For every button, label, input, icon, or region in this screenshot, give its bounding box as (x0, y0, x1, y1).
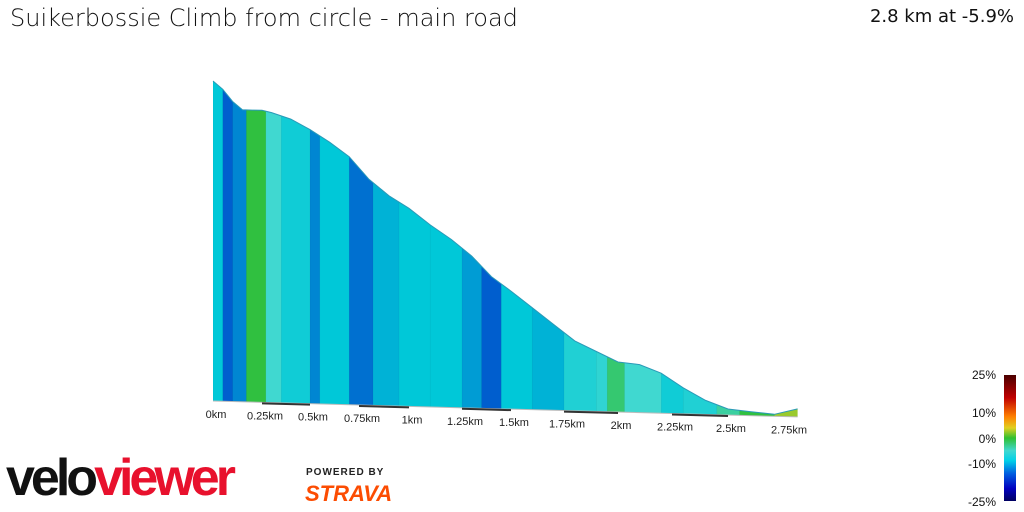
gradient-segment (531, 81, 565, 417)
gradient-segment (309, 81, 321, 417)
gradient-segment (222, 81, 234, 417)
x-tick-label: 0.75km (344, 413, 380, 425)
legend-label-25: 25% (971, 368, 996, 382)
gradient-segment (246, 81, 267, 417)
x-tick-label: 2km (611, 420, 632, 432)
gradient-segment (461, 81, 483, 417)
x-tick-label: 2.75km (771, 425, 807, 437)
x-tick-label: 2.25km (657, 422, 693, 434)
legend-label-minus25: -25% (967, 495, 996, 509)
gradient-segment (280, 81, 311, 417)
gradient-segment (372, 81, 400, 417)
axis-band (563, 410, 619, 415)
gradient-segment (563, 81, 598, 417)
x-tick-label: 1.25km (447, 416, 483, 428)
segment-summary: 2.8 km at -5.9% (869, 6, 1014, 27)
profile-outline (212, 80, 798, 415)
gradient-segment (774, 81, 798, 417)
gradient-segment (500, 81, 533, 417)
segment-title: Suikerbossie Climb from circle - main ro… (10, 4, 518, 32)
x-tick-label: 0.5km (298, 412, 328, 424)
gradient-segment (716, 81, 741, 417)
gradient-segment (319, 81, 350, 417)
gradient-segment (739, 81, 776, 417)
gradient-segment (596, 81, 608, 417)
axis-band (461, 407, 512, 412)
axis-band (261, 402, 311, 406)
gradient-segment (348, 81, 374, 417)
x-tick-label: 1.5km (499, 417, 529, 429)
legend-label-10: 10% (971, 406, 996, 420)
x-tick-label: 0km (206, 409, 227, 421)
x-tick-label: 1km (402, 414, 423, 426)
axis-band (358, 404, 410, 409)
gradient-segment (213, 81, 224, 417)
x-tick-label: 1.75km (549, 419, 585, 431)
gradient-segment (481, 81, 502, 417)
gradient-segment (398, 81, 431, 417)
powered-by-text: POWERED BY (306, 467, 385, 478)
axis-band (671, 413, 729, 418)
gradient-segment (624, 81, 662, 417)
legend-label-0: 0% (978, 432, 996, 446)
x-tick-label: 0.25km (247, 410, 283, 422)
gradient-color-scale (1004, 375, 1016, 501)
strava-logo: STRAVA (305, 481, 393, 506)
gradient-segment (232, 81, 248, 417)
gradient-segment (606, 81, 626, 417)
veloviewer-logo: veloviewer (6, 449, 236, 507)
x-tick-label: 2.5km (716, 423, 746, 435)
gradient-segment (660, 81, 684, 417)
gradient-segment (682, 81, 718, 417)
legend-label-minus10: -10% (967, 457, 996, 471)
